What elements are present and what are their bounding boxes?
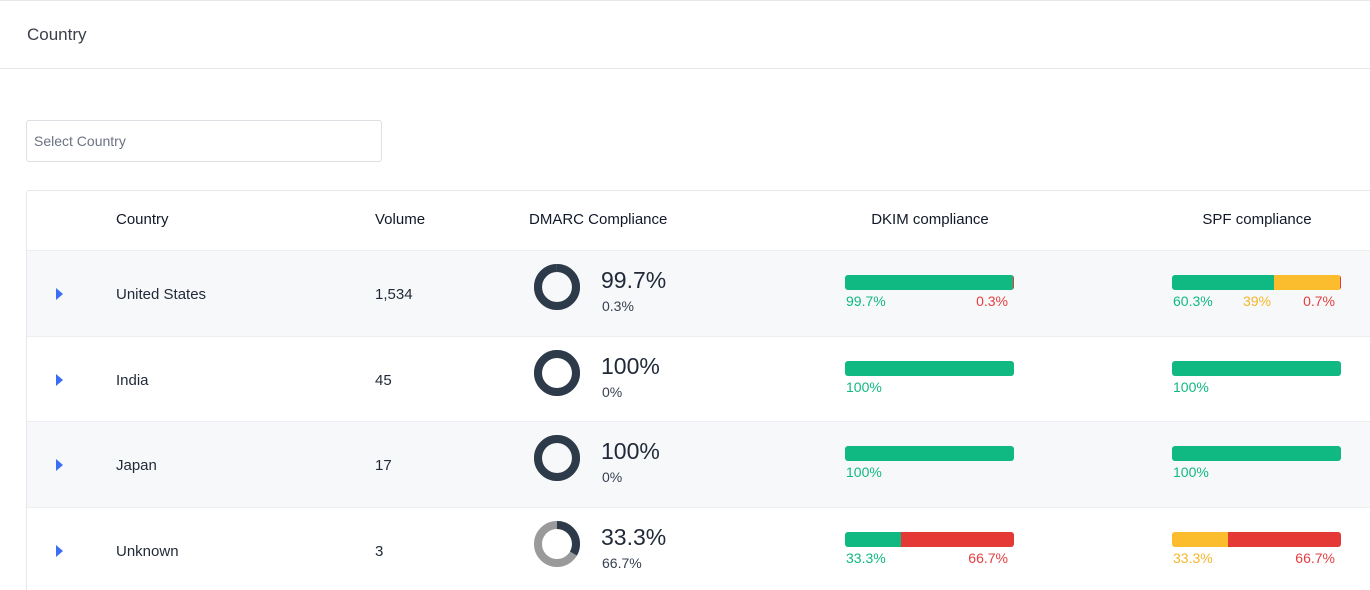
dmarc-donut-chart [533, 520, 581, 568]
spf-pass-label: 100% [1173, 379, 1209, 395]
spf-compliance-labels: 100% [1172, 464, 1341, 482]
dkim-compliance-labels: 99.7% 0.3% [845, 293, 1014, 311]
dmarc-pass-value: 99.7% [601, 267, 666, 294]
spf-partial-segment [1172, 532, 1228, 547]
table-row: Unknown 3 33.3% 66.7% 33.3% 66.7% 33.3% 66.… [27, 507, 1370, 590]
column-header-volume: Volume [375, 211, 425, 228]
dkim-fail-segment [1013, 275, 1014, 290]
expand-row-icon[interactable] [56, 459, 63, 471]
dkim-fail-label: 0.3% [976, 293, 1008, 309]
volume-cell: 17 [375, 457, 392, 474]
expand-row-icon[interactable] [56, 374, 63, 386]
column-header-dmarc: DMARC Compliance [529, 211, 667, 228]
column-header-spf: SPF compliance [1172, 211, 1342, 228]
country-cell: Japan [116, 457, 157, 474]
table-body: United States 1,534 99.7% 0.3% 99.7% 0.3%… [27, 250, 1370, 590]
country-select-placeholder: Select Country [34, 133, 126, 149]
donut-pass-arc [538, 354, 576, 392]
column-header-country: Country [116, 211, 169, 228]
volume-cell: 1,534 [375, 286, 413, 303]
dkim-pass-label: 100% [846, 379, 882, 395]
dmarc-donut-chart [533, 263, 581, 311]
dkim-pass-segment [845, 446, 1014, 461]
dmarc-fail-value: 0% [602, 384, 622, 400]
spf-pass-segment [1172, 361, 1341, 376]
dmarc-pass-value: 100% [601, 353, 660, 380]
spf-compliance-labels: 33.3% 66.7% [1172, 550, 1341, 568]
dmarc-fail-value: 0% [602, 469, 622, 485]
dkim-compliance-bar [845, 361, 1014, 376]
country-cell: Unknown [116, 543, 179, 560]
expand-row-icon[interactable] [56, 545, 63, 557]
dkim-compliance-labels: 33.3% 66.7% [845, 550, 1014, 568]
dkim-compliance-labels: 100% [845, 379, 1014, 397]
spf-fail-segment [1228, 532, 1341, 547]
spf-compliance-bar [1172, 446, 1341, 461]
dkim-pass-label: 33.3% [846, 550, 886, 566]
country-select[interactable]: Select Country [26, 120, 382, 162]
country-table: Country Volume DMARC Compliance DKIM com… [26, 190, 1370, 590]
donut-pass-arc [538, 268, 576, 306]
dkim-compliance-bar [845, 532, 1014, 547]
spf-pass-segment [1172, 446, 1341, 461]
column-header-dkim: DKIM compliance [845, 211, 1015, 228]
country-cell: India [116, 372, 149, 389]
spf-fail-label: 0.7% [1303, 293, 1335, 309]
dmarc-donut-chart [533, 434, 581, 482]
page-header: Country [0, 0, 1370, 69]
expand-row-icon[interactable] [56, 288, 63, 300]
dmarc-fail-value: 66.7% [602, 555, 642, 571]
spf-compliance-bar [1172, 361, 1341, 376]
dmarc-fail-value: 0.3% [602, 298, 634, 314]
volume-cell: 3 [375, 543, 383, 560]
dkim-compliance-labels: 100% [845, 464, 1014, 482]
dkim-compliance-bar [845, 446, 1014, 461]
volume-cell: 45 [375, 372, 392, 389]
table-row: India 45 100% 0% 100% 100% [27, 336, 1370, 422]
spf-pass-label: 100% [1173, 464, 1209, 480]
donut-pass-arc [538, 439, 576, 477]
spf-partial-segment [1274, 275, 1340, 290]
dmarc-donut-chart [533, 349, 581, 397]
dkim-compliance-bar [845, 275, 1014, 290]
dkim-pass-segment [845, 275, 1013, 290]
dkim-pass-label: 100% [846, 464, 882, 480]
dmarc-pass-value: 100% [601, 438, 660, 465]
dkim-pass-segment [845, 361, 1014, 376]
spf-partial-label: 39% [1243, 293, 1271, 309]
spf-partial-label: 33.3% [1173, 550, 1213, 566]
dkim-fail-segment [901, 532, 1014, 547]
dkim-pass-label: 99.7% [846, 293, 886, 309]
page-title: Country [27, 25, 87, 45]
dmarc-pass-value: 33.3% [601, 524, 666, 551]
table-row: United States 1,534 99.7% 0.3% 99.7% 0.3%… [27, 250, 1370, 336]
spf-fail-segment [1340, 275, 1341, 290]
dkim-pass-segment [845, 532, 901, 547]
spf-pass-segment [1172, 275, 1274, 290]
table-row: Japan 17 100% 0% 100% 100% [27, 421, 1370, 507]
table-header: Country Volume DMARC Compliance DKIM com… [27, 191, 1370, 250]
spf-compliance-labels: 60.3% 39% 0.7% [1172, 293, 1341, 311]
spf-compliance-bar [1172, 532, 1341, 547]
spf-fail-label: 66.7% [1295, 550, 1335, 566]
spf-compliance-bar [1172, 275, 1341, 290]
dkim-fail-label: 66.7% [968, 550, 1008, 566]
spf-compliance-labels: 100% [1172, 379, 1341, 397]
country-cell: United States [116, 286, 206, 303]
spf-pass-label: 60.3% [1173, 293, 1213, 309]
